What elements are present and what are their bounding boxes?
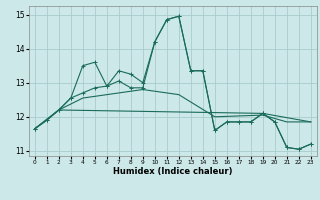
X-axis label: Humidex (Indice chaleur): Humidex (Indice chaleur)	[113, 167, 233, 176]
